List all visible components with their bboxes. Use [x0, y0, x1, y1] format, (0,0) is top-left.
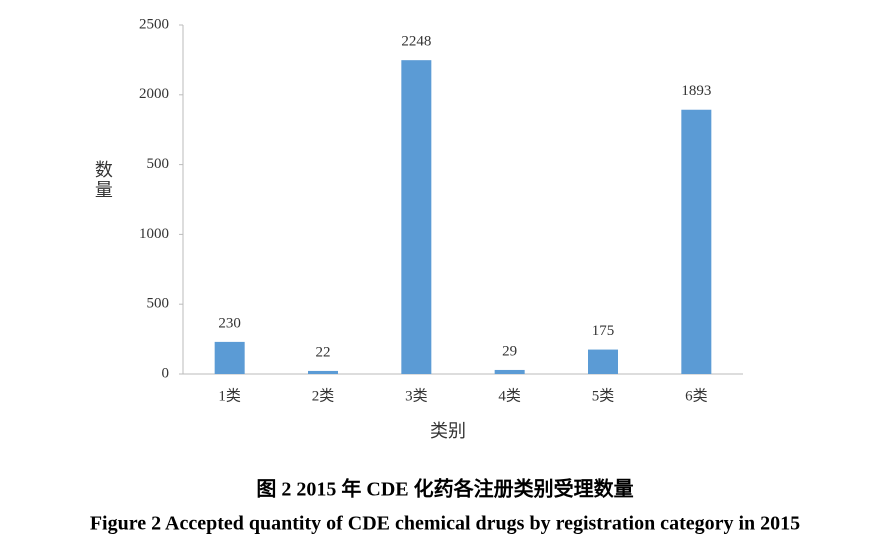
- y-tick-label: 500: [147, 156, 170, 172]
- chart-title: 图 2 2015 年 CDE 化药各注册类别受理数量: [256, 477, 633, 501]
- data-label: 175: [592, 323, 615, 339]
- data-label: 22: [316, 344, 331, 360]
- bar: [401, 60, 432, 374]
- data-label: 2248: [401, 34, 431, 50]
- y-tick-label: 2500: [139, 16, 169, 32]
- y-tick-label: 500: [147, 296, 170, 312]
- data-label: 29: [502, 343, 517, 359]
- data-label: 230: [218, 315, 241, 331]
- y-axis-label: 数量: [93, 160, 113, 200]
- bar: [308, 370, 338, 374]
- y-tick-label: 0: [162, 365, 170, 381]
- x-tick-label: 6类: [685, 387, 708, 404]
- y-tick-label: 1000: [139, 226, 169, 242]
- bar: [681, 109, 712, 375]
- bar: [588, 349, 618, 374]
- data-label: 1893: [681, 83, 711, 99]
- x-tick-label: 4类: [498, 387, 521, 404]
- x-tick-label: 1类: [218, 387, 241, 404]
- bar: [214, 341, 245, 374]
- x-tick-label: 5类: [592, 387, 615, 404]
- x-axis-label: 类别: [430, 421, 466, 441]
- y-tick-label: 2000: [139, 86, 169, 102]
- bar: [494, 369, 525, 374]
- x-tick-label: 2类: [312, 387, 335, 404]
- chart-subtitle: Figure 2 Accepted quantity of CDE chemic…: [90, 513, 800, 535]
- x-tick-label: 3类: [405, 387, 428, 404]
